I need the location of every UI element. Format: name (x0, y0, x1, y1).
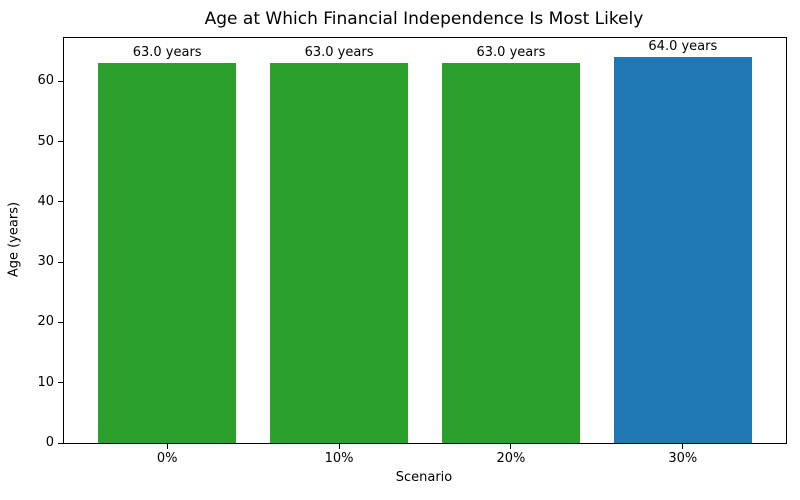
y-tick-mark (58, 382, 63, 384)
bar (442, 63, 580, 443)
x-tick-label: 20% (496, 451, 526, 466)
y-tick-label: 40 (37, 193, 54, 209)
y-tick-mark (58, 321, 63, 323)
x-tick-mark (682, 444, 684, 449)
x-tick-label: 30% (668, 451, 698, 466)
x-axis-label: Scenario (395, 470, 453, 485)
bar-value-label: 63.0 years (304, 45, 374, 61)
y-tick-mark (58, 201, 63, 203)
bar (614, 57, 752, 443)
bar-value-label: 63.0 years (132, 45, 202, 61)
y-tick-label: 20 (37, 314, 54, 330)
bar (98, 63, 236, 443)
y-tick-mark (58, 141, 63, 143)
y-tick-label: 50 (37, 133, 54, 149)
y-tick-mark (58, 80, 63, 82)
y-tick-mark (58, 442, 63, 444)
y-tick-label: 30 (37, 254, 54, 270)
plot-area: 0 10 20 30 40 50 60 63.0 years 0% 63.0 years 10% 63… (37, 37, 787, 466)
y-tick-label: 60 (37, 73, 54, 89)
bar-value-label: 64.0 years (648, 39, 718, 55)
x-tick-mark (338, 444, 340, 449)
x-tick-mark (166, 444, 168, 449)
y-tick-label: 10 (37, 374, 54, 390)
x-tick-mark (510, 444, 512, 449)
bar-value-label: 63.0 years (476, 45, 546, 61)
chart-title: Age at Which Financial Independence Is M… (204, 9, 644, 29)
y-tick-label: 0 (45, 435, 54, 450)
y-tick-mark (58, 261, 63, 263)
x-tick-label: 0% (156, 451, 178, 466)
bar (270, 63, 408, 443)
x-tick-label: 10% (324, 451, 354, 466)
